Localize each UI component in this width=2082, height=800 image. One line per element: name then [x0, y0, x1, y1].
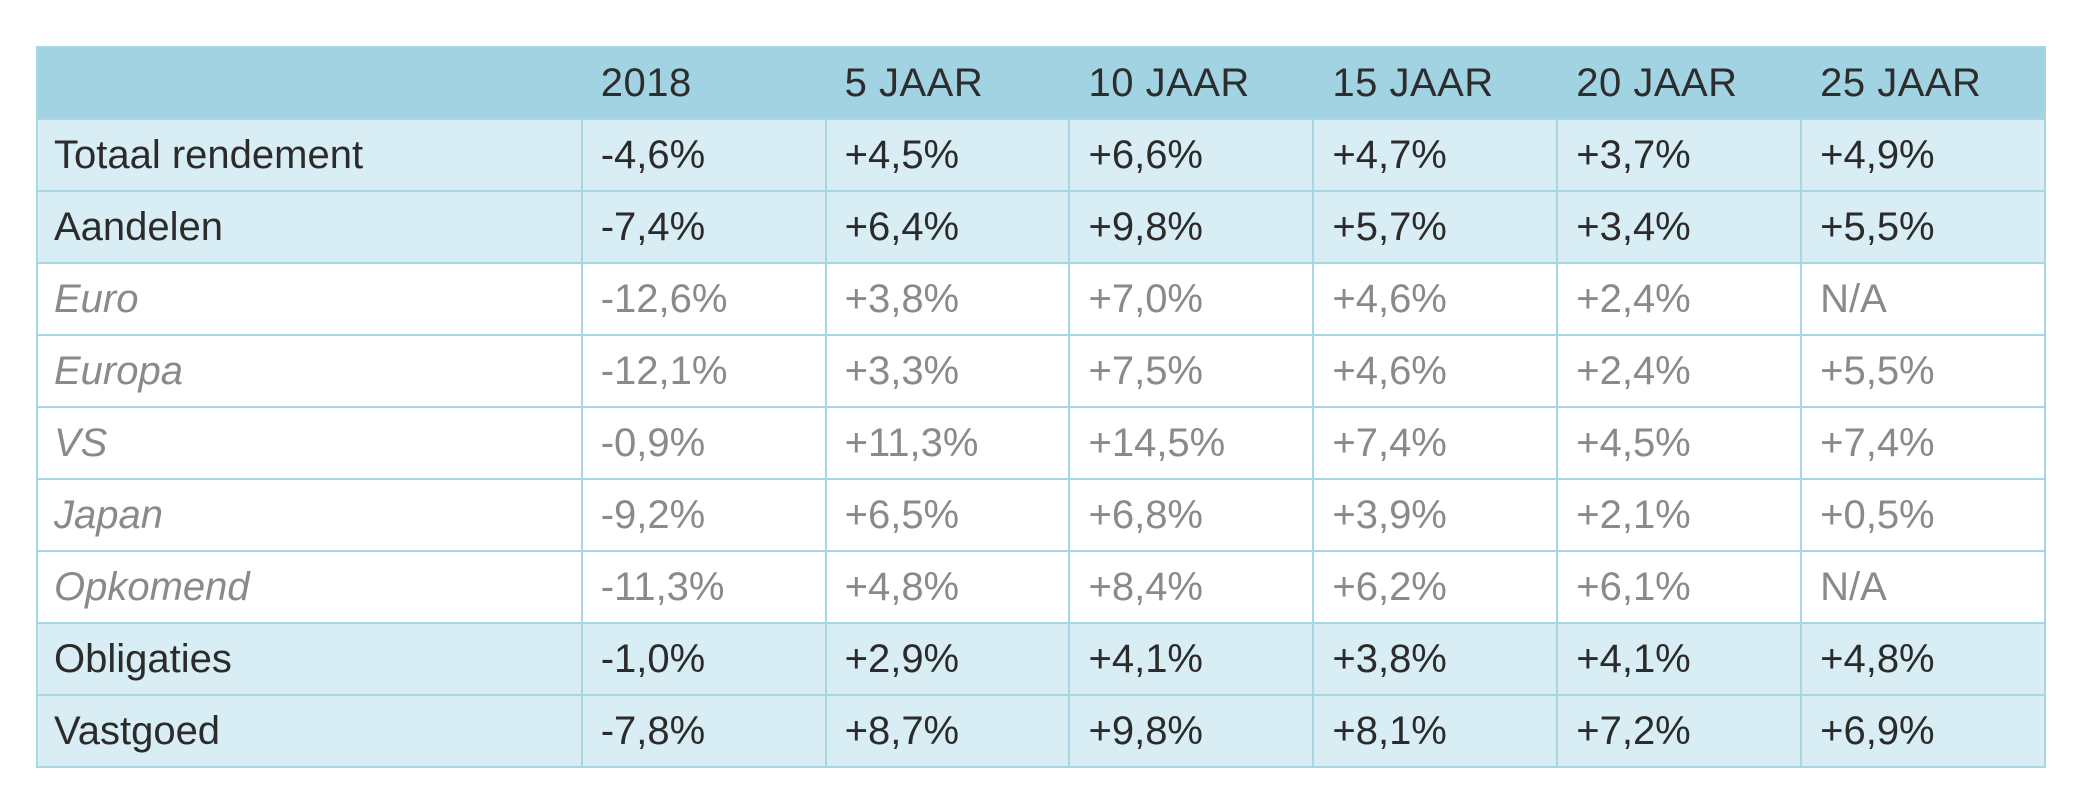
table-cell: +8,7% — [824, 696, 1069, 766]
header-cell-5-jaar: 5 JAAR — [844, 60, 984, 105]
table-cell: +7,0% — [1068, 264, 1312, 334]
table-cell: +3,8% — [824, 264, 1069, 334]
table-cell: +4,5% — [824, 120, 1069, 190]
table-cell: +4,6% — [1312, 336, 1556, 406]
table-cell: +7,2% — [1556, 696, 1800, 766]
table-cell: N/A — [1800, 264, 2044, 334]
row-label: Obligaties — [54, 636, 232, 681]
table-cell: N/A — [1800, 552, 2044, 622]
table-cell: +14,5% — [1068, 408, 1312, 478]
row-label: Vastgoed — [54, 708, 221, 753]
table-cell: +2,9% — [824, 624, 1069, 694]
table-cell: +2,1% — [1556, 480, 1800, 550]
table-cell: +3,8% — [1312, 624, 1556, 694]
table-cell: -0,9% — [580, 408, 825, 478]
table-cell: +5,7% — [1312, 192, 1556, 262]
table-row: VS -0,9% +11,3% +14,5% +7,4% +4,5% +7,4% — [38, 406, 2044, 478]
table-cell: -4,6% — [580, 120, 825, 190]
table-cell: +4,9% — [1800, 120, 2044, 190]
table-header-row: 2018 5 JAAR 10 JAAR 15 JAAR 20 JAAR 25 J… — [38, 48, 2044, 118]
header-cell-10-jaar: 10 JAAR — [1088, 60, 1250, 105]
row-label: Euro — [54, 276, 139, 321]
returns-table: 2018 5 JAAR 10 JAAR 15 JAAR 20 JAAR 25 J… — [36, 46, 2046, 768]
header-cell-label — [38, 48, 581, 118]
header-cell-25-jaar: 25 JAAR — [1820, 60, 1982, 105]
row-label: Totaal rendement — [54, 132, 364, 177]
header-cell-2018: 2018 — [600, 60, 692, 105]
table-cell: +6,1% — [1556, 552, 1800, 622]
table-cell: +4,5% — [1556, 408, 1800, 478]
table-cell: +7,4% — [1312, 408, 1556, 478]
table-cell: +6,6% — [1068, 120, 1312, 190]
table-cell: +4,6% — [1312, 264, 1556, 334]
table-cell: +3,9% — [1312, 480, 1556, 550]
table-row: Europa -12,1% +3,3% +7,5% +4,6% +2,4% +5… — [38, 334, 2044, 406]
table-cell: +7,4% — [1800, 408, 2044, 478]
table-cell: -12,1% — [580, 336, 825, 406]
table-cell: +3,7% — [1556, 120, 1800, 190]
row-label: Japan — [54, 492, 163, 537]
row-label: Europa — [54, 348, 183, 393]
table-cell: +5,5% — [1800, 336, 2044, 406]
table-cell: +4,1% — [1556, 624, 1800, 694]
table-cell: +2,4% — [1556, 264, 1800, 334]
header-cell-15-jaar: 15 JAAR — [1332, 60, 1494, 105]
table-cell: +8,4% — [1068, 552, 1312, 622]
table-cell: +8,1% — [1312, 696, 1556, 766]
table-cell: +6,9% — [1800, 696, 2044, 766]
table-row: Obligaties -1,0% +2,9% +4,1% +3,8% +4,1%… — [38, 622, 2044, 694]
table-row: Totaal rendement -4,6% +4,5% +6,6% +4,7%… — [38, 118, 2044, 190]
table-cell: +9,8% — [1068, 192, 1312, 262]
row-label: Aandelen — [54, 204, 224, 249]
table-cell: +4,8% — [1800, 624, 2044, 694]
table-cell: +3,4% — [1556, 192, 1800, 262]
table-cell: +7,5% — [1068, 336, 1312, 406]
table-cell: +0,5% — [1800, 480, 2044, 550]
header-cell-20-jaar: 20 JAAR — [1576, 60, 1738, 105]
table-cell: -1,0% — [580, 624, 825, 694]
table-cell: +4,7% — [1312, 120, 1556, 190]
table-cell: -12,6% — [580, 264, 825, 334]
table-row: Vastgoed -7,8% +8,7% +9,8% +8,1% +7,2% +… — [38, 694, 2044, 766]
table-cell: -9,2% — [580, 480, 825, 550]
table-cell: +9,8% — [1068, 696, 1312, 766]
table-row: Euro -12,6% +3,8% +7,0% +4,6% +2,4% N/A — [38, 262, 2044, 334]
table-cell: +4,1% — [1068, 624, 1312, 694]
row-label: Opkomend — [54, 564, 250, 609]
table-cell: -7,4% — [580, 192, 825, 262]
table-cell: +6,4% — [824, 192, 1069, 262]
table-cell: +6,5% — [824, 480, 1069, 550]
row-label: VS — [54, 420, 108, 465]
table-cell: +4,8% — [824, 552, 1069, 622]
table-row: Aandelen -7,4% +6,4% +9,8% +5,7% +3,4% +… — [38, 190, 2044, 262]
table-cell: -7,8% — [580, 696, 825, 766]
table-cell: +11,3% — [824, 408, 1069, 478]
table-cell: +3,3% — [824, 336, 1069, 406]
table-cell: +2,4% — [1556, 336, 1800, 406]
table-cell: -11,3% — [580, 552, 825, 622]
table-row: Japan -9,2% +6,5% +6,8% +3,9% +2,1% +0,5… — [38, 478, 2044, 550]
table-row: Opkomend -11,3% +4,8% +8,4% +6,2% +6,1% … — [38, 550, 2044, 622]
table-cell: +5,5% — [1800, 192, 2044, 262]
table-cell: +6,8% — [1068, 480, 1312, 550]
table-cell: +6,2% — [1312, 552, 1556, 622]
